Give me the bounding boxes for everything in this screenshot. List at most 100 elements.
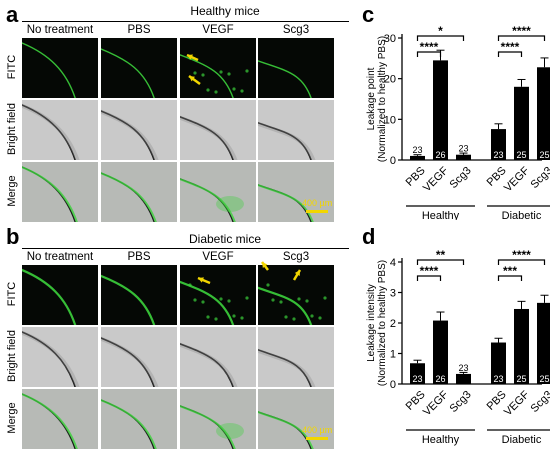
scale-bar-label: 400 µm (302, 198, 333, 208)
panel-b-group-title: Diabetic mice (188, 232, 262, 246)
sample-size-label: 26 (435, 374, 445, 384)
significance-label: **** (420, 40, 439, 54)
sample-size-label: 26 (435, 150, 445, 160)
column-label-vegf: VEGF (202, 24, 234, 36)
micrograph-fitc-vegf (180, 265, 256, 325)
category-label: VEGF (502, 389, 532, 419)
bar (537, 302, 550, 384)
micrograph-merge-no-treatment (22, 389, 98, 449)
significance-bracket (497, 259, 546, 265)
row-label-merge: Merge (6, 175, 18, 207)
significance-label: **** (512, 248, 531, 262)
panel-a-title-underline (22, 21, 349, 22)
sample-size-label: 25 (516, 150, 526, 160)
row-label-bright-field: Bright field (6, 103, 18, 155)
y-tick-label: 30 (384, 33, 396, 45)
scale-bar-label: 400 µm (302, 425, 333, 435)
scale-bar (306, 210, 328, 213)
row-label-merge: Merge (6, 402, 18, 434)
category-label: VEGF (421, 389, 451, 419)
micrograph-fitc-no-treatment (22, 265, 98, 325)
micrograph-bright-field-pbs (101, 100, 177, 160)
significance-bracket (416, 51, 442, 57)
significance-bracket (416, 275, 442, 281)
significance-bracket (497, 275, 523, 281)
y-tick-label: 0 (390, 155, 396, 167)
sample-size-label: 25 (539, 374, 549, 384)
sample-size-label: 23 (493, 374, 503, 384)
category-label: VEGF (502, 165, 532, 195)
bar (514, 308, 529, 384)
micrograph-merge-no-treatment (22, 162, 98, 222)
micrograph-bright-field-no-treatment (22, 327, 98, 387)
significance-label: *** (503, 264, 517, 278)
category-label: Scg3 (528, 389, 550, 415)
significance-label: **** (501, 40, 520, 54)
micrograph-merge-scg3 (258, 162, 334, 222)
y-tick-label: 1 (390, 349, 396, 361)
sample-size-label: 23 (412, 374, 422, 384)
chart-leakage-point: Leakage point(Normalized to healthy PBS)… (366, 24, 550, 220)
scale-bar (306, 437, 328, 440)
significance-bracket (497, 35, 546, 41)
micrograph-fitc-pbs (101, 38, 177, 98)
y-axis-label: Leakage point(Normalized to healthy PBS) (366, 36, 388, 162)
micrograph-bright-field-scg3 (258, 327, 334, 387)
sample-size-label: 23 (412, 145, 422, 155)
micrograph-fitc-pbs (101, 265, 177, 325)
panel-letter-d: d (362, 224, 376, 249)
significance-label: **** (512, 24, 531, 38)
micrograph-fitc-vegf (180, 38, 256, 98)
sample-size-label: 25 (539, 150, 549, 160)
micrograph-bright-field-no-treatment (22, 100, 98, 160)
row-label-bright-field: Bright field (6, 330, 18, 382)
y-tick-label: 3 (390, 288, 396, 300)
bar (456, 154, 471, 160)
micrograph-merge-vegf (180, 162, 256, 222)
sample-size-label: 23 (493, 150, 503, 160)
sample-size-label: 23 (458, 144, 468, 154)
category-label: Scg3 (447, 389, 473, 415)
sample-size-label: 25 (516, 374, 526, 384)
y-tick-label: 10 (384, 114, 396, 126)
micrograph-merge-pbs (101, 162, 177, 222)
bar (537, 67, 550, 160)
y-axis-label: Leakage intensity(Normalized to healthy … (366, 260, 388, 386)
significance-label: **** (420, 264, 439, 278)
micrograph-merge-scg3 (258, 389, 334, 449)
bar (491, 129, 506, 160)
significance-label: * (438, 24, 443, 38)
micrograph-merge-pbs (101, 389, 177, 449)
micrograph-merge-vegf (180, 389, 256, 449)
column-label-no-treatment: No treatment (26, 24, 94, 36)
bar (514, 86, 529, 160)
bar (433, 320, 448, 384)
sample-size-label: 23 (458, 363, 468, 373)
column-label-vegf: VEGF (202, 251, 234, 263)
panel-letter-b: b (6, 224, 20, 249)
row-label-fitc: FITC (6, 54, 18, 80)
significance-bracket (416, 259, 465, 265)
bar (491, 342, 506, 384)
y-tick-label: 4 (390, 257, 396, 269)
micrograph-bright-field-scg3 (258, 100, 334, 160)
significance-bracket (497, 51, 523, 57)
micrograph-bright-field-vegf (180, 327, 256, 387)
y-tick-label: 20 (384, 74, 396, 86)
column-label-scg3: Scg3 (282, 24, 310, 36)
chart-leakage-intensity: Leakage intensity(Normalized to healthy … (366, 248, 550, 446)
panel-letter-a: a (6, 2, 19, 27)
group-label-diabetic: Diabetic (502, 210, 542, 220)
group-label-healthy: Healthy (422, 210, 460, 220)
group-label-healthy: Healthy (422, 434, 460, 446)
bar (410, 363, 425, 384)
panel-letter-c: c (362, 2, 375, 27)
column-label-pbs: PBS (127, 251, 151, 263)
column-label-no-treatment: No treatment (26, 251, 94, 263)
micrograph-fitc-scg3 (258, 38, 334, 98)
category-label: VEGF (421, 165, 451, 195)
micrograph-bright-field-vegf (180, 100, 256, 160)
bar (456, 373, 471, 384)
column-label-scg3: Scg3 (282, 251, 310, 263)
significance-label: ** (436, 248, 446, 262)
